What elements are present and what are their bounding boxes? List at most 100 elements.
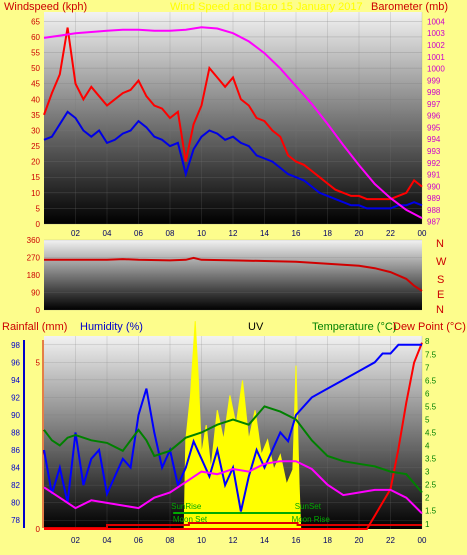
wind-tick-label: 55 xyxy=(31,49,40,58)
sunset-label: SunSet xyxy=(295,502,322,511)
baro-tick-label: 990 xyxy=(427,182,441,191)
temp-tick-label: 3 xyxy=(425,468,430,477)
temp-tick-label: 2 xyxy=(425,494,430,503)
wind-tick-label: 50 xyxy=(31,64,40,73)
moonset-label: Moon Set xyxy=(173,515,208,524)
temp-tick-label: 1 xyxy=(425,520,430,529)
wind-tick-label: 20 xyxy=(31,158,40,167)
uv-label: UV xyxy=(248,321,264,333)
wind-x-tick-label: 20 xyxy=(355,229,364,238)
temp-tick-label: 2.5 xyxy=(425,481,437,490)
temp-tick-label: 7.5 xyxy=(425,350,437,359)
series-line-barometer xyxy=(43,26,423,219)
baro-tick-label: 992 xyxy=(427,159,441,168)
baro-tick-label: 996 xyxy=(427,112,441,121)
windspeed-label: Windspeed (kph) xyxy=(4,1,87,13)
temp-tick-label: 5.5 xyxy=(425,402,437,411)
wind-x-tick-label: 22 xyxy=(386,229,395,238)
baro-tick-label: 997 xyxy=(427,100,441,109)
wind-tick-label: 45 xyxy=(31,80,40,89)
baro-tick-label: 999 xyxy=(427,76,441,85)
weather-x-tick-label: 16 xyxy=(292,536,301,545)
series-line-temperature xyxy=(43,405,423,494)
wind-x-tick-label: 02 xyxy=(71,229,80,238)
direction-panel xyxy=(44,240,422,310)
wind-tick-label: 25 xyxy=(31,142,40,151)
wind-x-tick-label: 00 xyxy=(418,229,427,238)
series-line-windspeed xyxy=(43,110,423,210)
humidity-tick-label: 82 xyxy=(11,481,20,490)
weather-x-tick-label: 02 xyxy=(71,536,80,545)
wind-tick-label: 30 xyxy=(31,126,40,135)
compass-e: E xyxy=(437,289,444,301)
humidity-tick-label: 98 xyxy=(11,341,20,350)
humidity-tick-label: 90 xyxy=(11,411,20,420)
wind-x-tick-label: 06 xyxy=(134,229,143,238)
humidity-tick-label: 84 xyxy=(11,464,20,473)
humidity-tick-label: 92 xyxy=(11,393,20,402)
weather-x-tick-label: 00 xyxy=(418,536,427,545)
temp-tick-label: 3.5 xyxy=(425,455,437,464)
wind-tick-label: 40 xyxy=(31,95,40,104)
barometer-label: Barometer (mb) xyxy=(371,1,448,13)
wind-tick-label: 10 xyxy=(31,189,40,198)
wind-tick-label: 35 xyxy=(31,111,40,120)
dir-tick-label: 360 xyxy=(27,236,41,245)
baro-tick-label: 993 xyxy=(427,147,441,156)
temp-tick-label: 4.5 xyxy=(425,429,437,438)
series-line-rainfall xyxy=(44,342,423,530)
baro-tick-label: 1003 xyxy=(427,29,445,38)
weather-x-tick-label: 06 xyxy=(134,536,143,545)
wind-x-tick-label: 10 xyxy=(197,229,206,238)
series-line-dew-point xyxy=(43,460,423,515)
wind-tick-label: 0 xyxy=(36,220,41,229)
compass-s: S xyxy=(437,274,444,286)
weather-x-tick-label: 04 xyxy=(103,536,112,545)
weather-x-tick-label: 18 xyxy=(323,536,332,545)
uv-area xyxy=(183,321,302,530)
temp-tick-label: 4 xyxy=(425,442,430,451)
weather-x-tick-label: 20 xyxy=(355,536,364,545)
rain-tick-label: 0 xyxy=(36,525,41,534)
wind-tick-label: 5 xyxy=(36,204,41,213)
compass-w: W xyxy=(436,256,447,268)
wind-tick-label: 65 xyxy=(31,17,40,26)
humidity-tick-label: 86 xyxy=(11,446,20,455)
compass-n-bottom: N xyxy=(436,304,444,316)
humidity-tick-label: 80 xyxy=(11,499,20,508)
wind-x-tick-label: 08 xyxy=(166,229,175,238)
baro-tick-label: 1004 xyxy=(427,17,445,26)
weather-x-tick-label: 12 xyxy=(229,536,238,545)
humidity-tick-label: 96 xyxy=(11,358,20,367)
series-line-humidity xyxy=(43,343,422,512)
temp-tick-label: 6.5 xyxy=(425,376,437,385)
humidity-tick-label: 78 xyxy=(11,516,20,525)
weather-x-tick-label: 14 xyxy=(260,536,269,545)
weather-x-tick-label: 22 xyxy=(386,536,395,545)
weather-x-tick-label: 10 xyxy=(197,536,206,545)
moonrise-label: Moon Rise xyxy=(292,515,331,524)
dir-tick-label: 270 xyxy=(27,254,41,263)
wind-x-tick-label: 04 xyxy=(103,229,112,238)
temp-tick-label: 6 xyxy=(425,389,430,398)
dir-tick-label: 90 xyxy=(31,289,40,298)
baro-tick-label: 998 xyxy=(427,88,441,97)
series-line-direction xyxy=(44,256,423,292)
baro-tick-label: 987 xyxy=(427,218,441,227)
humidity-tick-label: 94 xyxy=(11,376,20,385)
baro-tick-label: 995 xyxy=(427,123,441,132)
dir-tick-label: 180 xyxy=(27,271,41,280)
wind-x-tick-label: 14 xyxy=(260,229,269,238)
wind-x-tick-label: 16 xyxy=(292,229,301,238)
baro-tick-label: 991 xyxy=(427,171,441,180)
temp-tick-label: 1.5 xyxy=(425,507,437,516)
sunrise-label: SunRise xyxy=(171,502,202,511)
temp-tick-label: 5 xyxy=(425,415,430,424)
rainfall-label: Rainfall (mm) xyxy=(2,321,67,333)
wind-x-tick-label: 12 xyxy=(229,229,238,238)
baro-tick-label: 1002 xyxy=(427,41,445,50)
wind-tick-label: 15 xyxy=(31,173,40,182)
humidity-label: Humidity (%) xyxy=(80,321,143,333)
rain-tick-label: 5 xyxy=(36,359,41,368)
